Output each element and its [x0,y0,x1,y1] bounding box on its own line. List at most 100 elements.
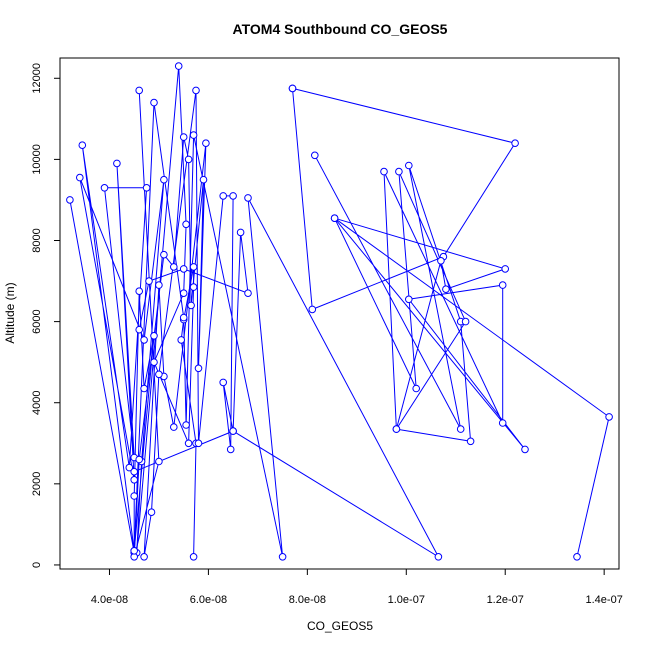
data-point [130,547,138,555]
data-point [605,413,613,421]
data-point [434,553,443,561]
x-tick-label: 6.0e-08 [190,594,227,606]
data-point [130,476,138,484]
data-point [130,467,138,476]
data-point [147,508,156,517]
data-point [135,287,143,296]
data-point [179,313,188,322]
data-point [160,175,168,184]
y-axis: 0 2000 4000 6000 8000 10000 12000 [31,63,60,568]
data-point [405,161,413,170]
x-tick-label: 8.0e-08 [289,594,326,606]
data-point [155,370,163,379]
data-point [182,421,190,429]
x-tick-label: 1.0e-07 [388,594,425,606]
data-point [501,265,510,273]
y-axis-label: Altitude (m) [3,282,17,343]
data-point [182,220,190,229]
data-point [140,336,148,344]
data-point [278,553,287,561]
data-point [573,553,581,561]
data-point [177,336,185,344]
data-point [412,384,421,393]
x-tick-label: 1.4e-07 [586,594,623,606]
data-point [219,192,227,200]
data-point [142,184,151,192]
data-point [442,285,450,294]
data-point [140,384,148,393]
data-point [498,419,507,427]
series-points [66,62,613,561]
x-tick-label: 1.2e-07 [487,594,524,606]
data-point [184,155,193,164]
data-point [236,228,245,237]
data-point [100,184,109,192]
data-point [113,159,121,168]
data-point [308,305,317,314]
data-point [194,439,203,448]
y-tick-label: 2000 [31,472,43,496]
data-point [130,492,138,500]
y-tick-label: 6000 [31,309,43,333]
chart-title: ATOM4 Southbound CO_GEOS5 [233,21,448,37]
series-line-5 [314,155,610,557]
data-point [155,457,163,466]
data-point [179,133,188,141]
data-point [170,423,178,431]
data-point [194,364,203,373]
data-point [184,439,193,448]
data-point [179,289,188,298]
data-point [125,463,134,472]
data-point [199,175,208,184]
data-point [392,425,401,433]
data-point [244,194,252,202]
data-point [155,281,163,289]
data-point [244,289,252,298]
data-point [456,425,465,433]
data-point [229,192,237,200]
y-tick-label: 4000 [31,390,43,414]
x-tick-label: 4.0e-08 [91,594,128,606]
data-point [288,84,297,93]
data-point [76,173,84,182]
y-tick-label: 10000 [31,144,43,175]
data-point [140,553,148,561]
x-axis-label: CO_GEOS5 [307,619,373,633]
data-point [311,151,319,160]
y-tick-label: 0 [31,562,43,568]
data-point [229,427,237,435]
series-line-3 [133,102,440,559]
data-point [466,437,475,446]
data-point [160,250,168,259]
data-point [135,325,143,334]
y-tick-label: 12000 [31,63,43,94]
data-point [189,553,198,561]
data-point [135,455,143,464]
x-axis: 4.0e-08 6.0e-08 8.0e-08 1.0e-07 1.2e-07 1.4e-… [91,569,623,606]
data-point [150,358,158,367]
data-point [395,167,403,176]
data-point [78,141,87,149]
data-point [511,139,519,147]
y-tick-label: 8000 [31,228,43,252]
data-point [187,301,195,310]
data-point [405,295,413,304]
series-line-4 [292,87,516,311]
data-point [174,62,183,70]
data-point [135,86,143,95]
data-point [461,317,470,326]
data-point [330,214,339,222]
data-point [179,265,188,273]
data-point [498,281,507,289]
data-point [189,283,198,291]
data-point [226,445,235,454]
data-point [150,98,158,107]
data-point [189,263,198,271]
data-point [189,131,198,139]
data-point [437,257,445,265]
data-point [380,167,388,176]
data-point [145,277,153,285]
data-point [192,86,200,95]
data-point [170,263,178,271]
